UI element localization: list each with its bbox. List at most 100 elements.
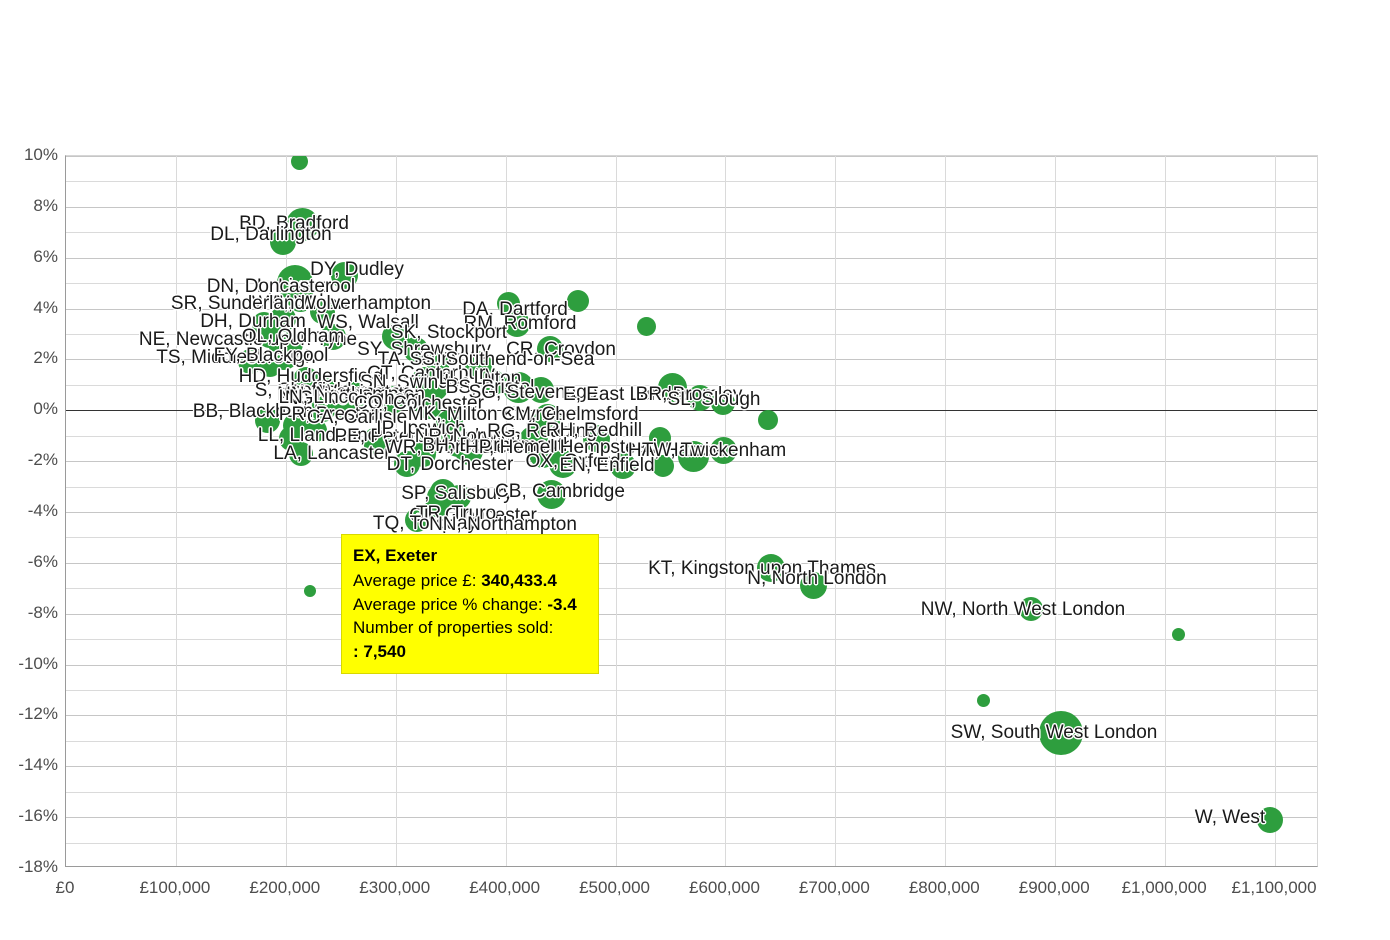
- y-axis-tick-label: -18%: [18, 857, 58, 876]
- gridline-vertical: [175, 156, 177, 866]
- bubble-point[interactable]: [290, 156, 308, 170]
- y-axis-tick-label: 8%: [33, 195, 58, 215]
- bubble-point[interactable]: [269, 229, 296, 256]
- gridline-horizontal: [66, 639, 1317, 641]
- bubble-point[interactable]: [503, 310, 530, 337]
- bubble-point[interactable]: [455, 436, 484, 465]
- bubble-point[interactable]: [537, 479, 567, 509]
- tooltip-average-price-label: Average price £:: [353, 571, 482, 591]
- x-axis-tick-label: £100,000: [139, 878, 211, 897]
- y-axis-tick-label: 4%: [33, 297, 58, 317]
- x-axis-tick-label: £400,000: [469, 878, 541, 897]
- gridline-vertical: [505, 156, 507, 866]
- gridline-vertical: [615, 156, 617, 866]
- bubble-point[interactable]: [320, 323, 347, 350]
- tooltip-title: EX, Exeter: [353, 546, 438, 565]
- bubble-point[interactable]: [309, 298, 335, 324]
- x-axis-tick-label: £900,000: [1018, 878, 1090, 897]
- plot-area[interactable]: [65, 155, 1318, 867]
- bubble-point[interactable]: [481, 369, 507, 395]
- bubble-point[interactable]: [1019, 596, 1044, 621]
- bubble-point[interactable]: [289, 441, 314, 466]
- x-axis-tick-label: £300,000: [359, 878, 431, 897]
- bubble-point[interactable]: [330, 262, 358, 289]
- gridline-horizontal: [66, 181, 1317, 183]
- gridline-horizontal: [66, 308, 1317, 310]
- bubble-point[interactable]: [415, 391, 443, 419]
- bubble-point[interactable]: [758, 410, 779, 431]
- tooltip-price-change-label: Average price % change:: [353, 594, 548, 614]
- y-axis-tick-label: -4%: [27, 501, 58, 520]
- bubble-point[interactable]: [304, 584, 316, 597]
- gridline-horizontal: [66, 588, 1317, 590]
- gridline-vertical: [1055, 156, 1057, 866]
- gridline-horizontal: [66, 817, 1317, 819]
- bubble-point[interactable]: [254, 407, 280, 433]
- gridline-vertical: [1165, 156, 1167, 866]
- bubble-point[interactable]: [711, 390, 736, 415]
- bubble-point[interactable]: [404, 507, 429, 532]
- gridline-horizontal: [66, 740, 1317, 742]
- gridline-horizontal: [66, 613, 1317, 615]
- gridline-vertical: [945, 156, 947, 866]
- bubble-point[interactable]: [393, 450, 420, 477]
- bubble-point[interactable]: [403, 336, 429, 362]
- tooltip-properties-sold-label: Number of properties sold:: [353, 618, 554, 638]
- x-axis-tick-label: £500,000: [579, 878, 650, 897]
- x-axis-tick-label: £700,000: [798, 878, 870, 897]
- bubble-point[interactable]: [1256, 806, 1283, 833]
- y-axis-tick-label: 10%: [23, 145, 58, 164]
- bubble-point[interactable]: [709, 437, 737, 465]
- bubble-point[interactable]: [756, 553, 785, 582]
- bubble-point[interactable]: [378, 386, 407, 415]
- bubble-point[interactable]: [658, 372, 688, 402]
- gridline-horizontal: [66, 842, 1317, 844]
- gridline-horizontal: [66, 232, 1317, 234]
- y-axis-tick-label: -12%: [18, 704, 58, 724]
- y-axis-tick-label: -8%: [27, 602, 58, 622]
- bubble-point[interactable]: [1171, 627, 1185, 641]
- tooltip-price-change: Average price % change: -3.4: [353, 593, 587, 616]
- bubble-point[interactable]: [286, 284, 314, 312]
- gridline-vertical: [285, 156, 287, 866]
- bubble-point[interactable]: [687, 384, 714, 411]
- tooltip-price-change-value: -3.4: [547, 594, 577, 614]
- bubble-point[interactable]: [258, 352, 283, 377]
- bubble-point[interactable]: [311, 398, 336, 423]
- tooltip-average-price-value: 340,433.4: [481, 571, 557, 591]
- gridline-vertical: [725, 156, 727, 866]
- bubble-point[interactable]: [610, 453, 637, 480]
- tooltip-average-price: Average price £: 340,433.4: [353, 569, 587, 592]
- bubble-point[interactable]: [427, 483, 454, 510]
- bubble-point[interactable]: [304, 419, 327, 443]
- gridline-horizontal: [66, 206, 1317, 208]
- bubble-point[interactable]: [536, 336, 563, 363]
- y-axis-tick-label: -10%: [18, 653, 58, 673]
- gridline-horizontal: [66, 766, 1317, 768]
- gridline-vertical: [835, 156, 837, 866]
- gridline-horizontal: [66, 283, 1317, 285]
- bubble-point[interactable]: [583, 424, 611, 452]
- bubble-point[interactable]: [279, 332, 304, 357]
- bubble-point[interactable]: [548, 449, 577, 478]
- bubble-point[interactable]: [977, 693, 991, 707]
- bubble-point[interactable]: [567, 289, 590, 312]
- gridline-horizontal: [66, 715, 1317, 717]
- y-axis-tick-label: 6%: [33, 246, 58, 266]
- bubble-point[interactable]: [651, 455, 674, 478]
- bubble-point[interactable]: [648, 427, 671, 450]
- bubble-point[interactable]: [799, 572, 827, 600]
- bubble-point[interactable]: [636, 316, 656, 336]
- bubble-point[interactable]: [497, 291, 521, 315]
- gridline-vertical: [1275, 156, 1277, 866]
- bubble-point[interactable]: [1038, 711, 1083, 756]
- tooltip-properties-sold-value: : 7,540: [353, 641, 406, 661]
- x-axis-tick-label: £800,000: [908, 878, 980, 897]
- bubble-point[interactable]: [363, 426, 392, 455]
- x-axis-tick-label: £0: [55, 878, 75, 897]
- y-axis-tick-label: 2%: [33, 348, 58, 368]
- y-axis-tick-label: 0%: [33, 399, 58, 419]
- gridline-horizontal: [66, 334, 1317, 335]
- bubble-point[interactable]: [678, 440, 710, 472]
- bubble-point[interactable]: [527, 376, 554, 403]
